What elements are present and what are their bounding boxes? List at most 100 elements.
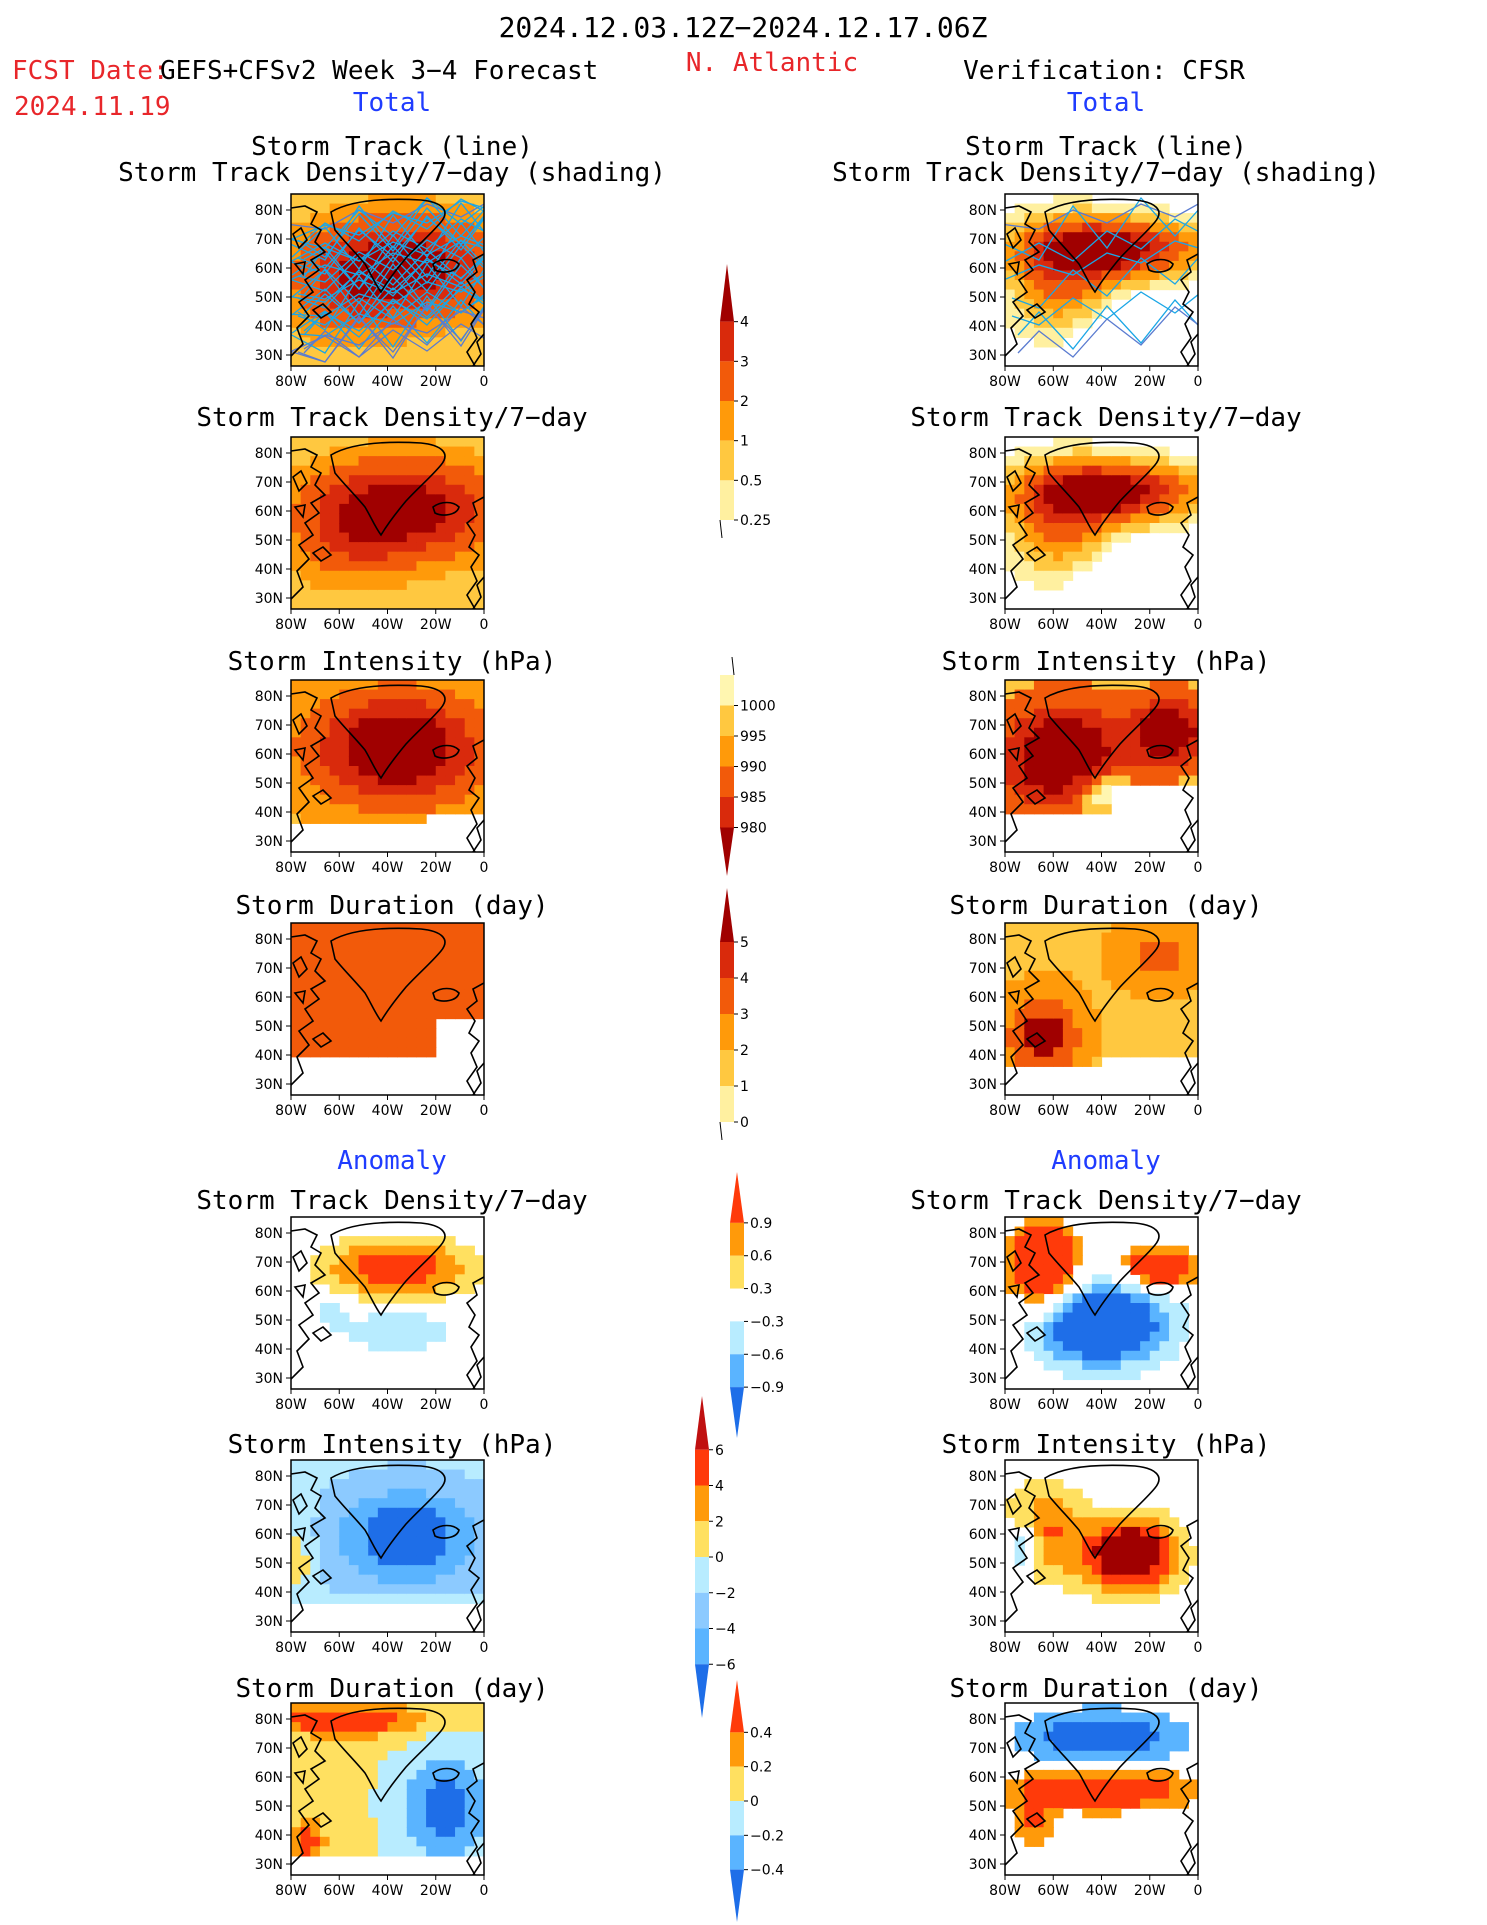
lat-tick-label: 80N [969, 1712, 997, 1728]
lon-tick-label: 80W [989, 1397, 1021, 1413]
map-intensity-cfsr: 80N 70N 60N 50N 40N 30N 80W 60W 40W 20W 0 [969, 679, 1203, 876]
lat-tick-label: 70N [255, 475, 283, 491]
lat-tick-label: 40N [969, 1048, 997, 1064]
lon-tick-label: 20W [420, 1640, 452, 1656]
fcst-date: 2024.11.19 [14, 92, 171, 122]
colorbar-tick-label: 995 [740, 729, 767, 745]
lat-tick-label: 80N [969, 446, 997, 462]
colorbar-tick-label: −0.6 [750, 1347, 784, 1363]
lat-tick-label: 50N [969, 776, 997, 792]
lon-tick-label: 40W [1086, 860, 1118, 876]
lon-tick-label: 20W [1134, 617, 1166, 633]
title-duration-left: Storm Duration (day) [235, 891, 549, 921]
lon-tick-label: 80W [275, 1640, 307, 1656]
lon-tick-label: 0 [1194, 617, 1203, 633]
map-track-cfsr: 80N 70N 60N 50N 40N 30N 80W 60W 40W 20W 0 [969, 193, 1203, 390]
colorbar-tick-label: 0 [750, 1794, 759, 1810]
map-density-cfsr: 80N 70N 60N 50N 40N 30N 80W 60W 40W 20W 0 [969, 436, 1203, 633]
lat-tick-label: 80N [969, 932, 997, 948]
lon-tick-label: 60W [323, 860, 355, 876]
lat-tick-label: 30N [255, 1077, 283, 1093]
lat-tick-label: 70N [969, 1255, 997, 1271]
anomaly-label-right: Anomaly [1051, 1146, 1161, 1176]
colorbar-duration: 5 4 3 2 1 0 [719, 888, 749, 1141]
map-duration-anomaly-forecast: 80N 70N 60N 50N 40N 30N 80W 60W 40W 20W 0 [255, 1702, 488, 1899]
lon-tick-label: 40W [372, 1397, 404, 1413]
fcst-date-label: FCST Date: [12, 56, 169, 86]
lat-tick-label: 80N [255, 1469, 283, 1485]
colorbar-tick-label: 0.5 [740, 473, 762, 489]
lon-tick-label: 80W [989, 1103, 1021, 1119]
colorbar-tick-label: 1 [740, 1079, 749, 1095]
colorbar-tick-label: −0.4 [750, 1863, 784, 1879]
lat-tick-label: 40N [969, 1585, 997, 1601]
title-intensity-anom-left: Storm Intensity (hPa) [227, 1430, 557, 1460]
lon-tick-label: 60W [1037, 1103, 1069, 1119]
lat-tick-label: 50N [969, 1556, 997, 1572]
title-duration-anom-left: Storm Duration (day) [235, 1674, 549, 1704]
lat-tick-label: 30N [255, 348, 283, 364]
lon-tick-label: 20W [1134, 1103, 1166, 1119]
lon-tick-label: 60W [323, 374, 355, 390]
title-duration-anom-right: Storm Duration (day) [949, 1674, 1263, 1704]
lon-tick-label: 80W [989, 1640, 1021, 1656]
colorbar-tick-label: −6 [715, 1657, 736, 1673]
lon-tick-label: 20W [420, 1103, 452, 1119]
lon-tick-label: 0 [1194, 374, 1203, 390]
lat-tick-label: 80N [969, 689, 997, 705]
lon-tick-label: 60W [1037, 617, 1069, 633]
lat-tick-label: 50N [969, 1313, 997, 1329]
lon-tick-label: 60W [1037, 1397, 1069, 1413]
lon-tick-label: 80W [275, 1397, 307, 1413]
map-density-forecast: 80N 70N 60N 50N 40N 30N 80W 60W 40W 20W 0 [255, 436, 489, 633]
lon-tick-label: 20W [420, 374, 452, 390]
map-duration-cfsr: 80N 70N 60N 50N 40N 30N 80W 60W 40W 20W 0 [969, 922, 1203, 1119]
lat-tick-label: 40N [255, 1342, 283, 1358]
lon-tick-label: 60W [323, 1397, 355, 1413]
lat-tick-label: 50N [255, 776, 283, 792]
colorbar-tick-label: −0.3 [750, 1314, 784, 1330]
lat-tick-label: 30N [969, 1371, 997, 1387]
title-density-right: Storm Track Density/7−day [910, 403, 1302, 433]
period-title: 2024.12.03.12Z−2024.12.17.06Z [498, 11, 988, 44]
lat-tick-label: 30N [969, 591, 997, 607]
lat-tick-label: 60N [969, 261, 997, 277]
total-label-right: Total [1066, 88, 1146, 118]
lon-tick-label: 20W [1134, 1397, 1166, 1413]
lat-tick-label: 40N [255, 562, 283, 578]
lon-tick-label: 80W [989, 374, 1021, 390]
lon-tick-label: 40W [1086, 374, 1118, 390]
map-track-forecast: 80N 70N 60N 50N 40N 30N 80W 60W 40W 20W 0 [255, 193, 489, 390]
lon-tick-label: 40W [372, 1640, 404, 1656]
lat-tick-label: 60N [255, 990, 283, 1006]
colorbar-intensity-anomaly: 6 4 2 0 −2 −4 −6 [695, 1396, 736, 1718]
lat-tick-label: 40N [969, 805, 997, 821]
lon-tick-label: 40W [1086, 1640, 1118, 1656]
colorbar-tick-label: 1 [740, 434, 749, 450]
colorbar-tick-label: 985 [740, 790, 767, 806]
title-track-shading-left: Storm Track Density/7−day (shading) [118, 158, 666, 188]
lat-tick-label: 50N [255, 290, 283, 306]
title-intensity-right: Storm Intensity (hPa) [941, 647, 1271, 677]
lat-tick-label: 40N [969, 319, 997, 335]
colorbar-tick-label: 5 [740, 935, 749, 951]
lon-tick-label: 0 [480, 617, 489, 633]
colorbar-tick-label: 2 [740, 394, 749, 410]
lat-tick-label: 80N [255, 203, 283, 219]
lat-tick-label: 70N [969, 475, 997, 491]
lat-tick-label: 60N [969, 990, 997, 1006]
lon-tick-label: 0 [1194, 1103, 1203, 1119]
lon-tick-label: 80W [989, 617, 1021, 633]
lon-tick-label: 40W [372, 1883, 404, 1899]
lon-tick-label: 0 [1194, 860, 1203, 876]
colorbar-tick-label: 3 [740, 1007, 749, 1023]
lon-tick-label: 80W [989, 1883, 1021, 1899]
colorbar-tick-label: 4 [740, 971, 749, 987]
title-density-anom-left: Storm Track Density/7−day [196, 1186, 588, 1216]
colorbar-tick-label: 990 [740, 760, 767, 776]
lat-tick-label: 50N [255, 1313, 283, 1329]
map-density-anomaly-cfsr: 80N 70N 60N 50N 40N 30N 80W 60W 40W 20W 0 [969, 1216, 1202, 1413]
lon-tick-label: 0 [480, 374, 489, 390]
lat-tick-label: 60N [969, 1770, 997, 1786]
map-intensity-forecast: 80N 70N 60N 50N 40N 30N 80W 60W 40W 20W 0 [255, 679, 488, 876]
